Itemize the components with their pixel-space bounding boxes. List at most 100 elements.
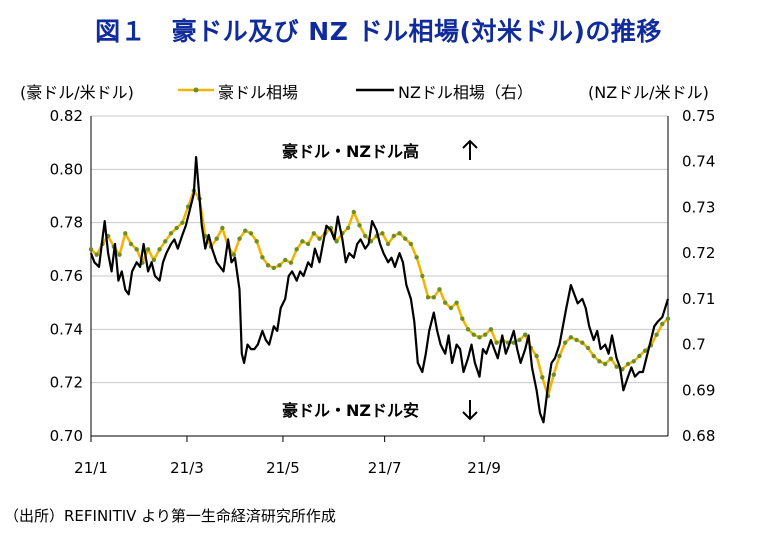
aud-data-point <box>557 353 562 359</box>
aud-data-point <box>454 300 459 305</box>
right-tick-label: 0.69 <box>682 381 715 399</box>
aud-data-point <box>568 335 574 340</box>
right-axis-unit: (NZドル/米ドル) <box>588 83 709 102</box>
annotation-high: 豪ドル・NZドル高 <box>282 142 419 161</box>
aud-data-point <box>471 332 476 337</box>
aud-data-point <box>237 236 242 241</box>
left-tick-label: 0.72 <box>50 374 83 392</box>
aud-data-point <box>157 247 162 252</box>
aud-data-point <box>631 359 636 364</box>
aud-data-point <box>597 359 602 364</box>
aud-data-point <box>608 356 614 361</box>
aud-data-point <box>448 305 454 311</box>
aud-data-point <box>151 257 157 263</box>
aud-data-point <box>642 348 648 353</box>
aud-data-point <box>517 337 522 343</box>
aud-data-point <box>174 225 179 231</box>
aud-data-point <box>300 239 305 244</box>
left-tick-label: 0.82 <box>50 107 83 125</box>
aud-data-point <box>425 295 431 300</box>
aud-data-point <box>574 337 579 343</box>
aud-data-point <box>551 372 556 377</box>
aud-data-point <box>277 263 282 268</box>
legend-aud-label: 豪ドル相場 <box>218 83 299 102</box>
aud-data-point <box>591 353 596 359</box>
aud-data-point <box>317 236 322 241</box>
aud-data-point <box>231 252 237 257</box>
aud-data-point <box>260 255 265 260</box>
aud-data-point <box>391 233 396 239</box>
right-tick-label: 0.74 <box>682 153 715 171</box>
right-tick-label: 0.71 <box>682 290 715 308</box>
left-tick-label: 0.74 <box>50 320 83 338</box>
aud-data-point <box>334 239 339 244</box>
annotation-low: 豪ドル・NZドル安 <box>282 401 419 420</box>
aud-data-point <box>442 300 448 305</box>
arrow-up-icon <box>462 139 478 160</box>
aud-data-point <box>351 209 356 215</box>
aud-data-point <box>614 364 619 369</box>
aud-data-point <box>534 353 539 359</box>
aud-data-point <box>494 340 499 345</box>
left-axis-unit: (豪ドル/米ドル) <box>20 83 134 102</box>
right-tick-label: 0.75 <box>682 107 715 125</box>
aud-data-point <box>145 247 151 252</box>
aud-data-point <box>385 241 391 247</box>
aud-data-point <box>602 361 608 367</box>
aud-data-point <box>540 375 545 380</box>
aud-data-point <box>168 231 174 236</box>
left-tick-label: 0.76 <box>50 267 83 285</box>
aud-data-point <box>408 241 414 247</box>
aud-data-point <box>363 233 368 239</box>
aud-data-point <box>585 345 591 351</box>
aud-data-point <box>305 241 311 247</box>
aud-data-point <box>460 316 465 321</box>
aud-data-point <box>580 340 585 345</box>
aud-data-point <box>283 257 288 263</box>
aud-data-point <box>465 327 471 332</box>
aud-data-point <box>477 335 482 340</box>
aud-data-point <box>294 247 299 252</box>
aud-data-point <box>488 327 494 332</box>
aud-data-point <box>380 231 385 236</box>
nzd-series-line <box>89 156 670 424</box>
right-tick-label: 0.73 <box>682 198 715 216</box>
source-note: （出所）REFINITIV より第一生命経済研究所作成 <box>4 507 336 525</box>
x-tick-label: 21/7 <box>368 459 402 477</box>
aud-data-point <box>345 225 351 231</box>
aud-data-point <box>94 252 99 257</box>
legend-aud-marker <box>193 87 199 93</box>
aud-data-point <box>265 263 271 268</box>
aud-data-point <box>123 231 128 236</box>
aud-data-point <box>311 231 317 236</box>
aud-data-point <box>431 295 436 300</box>
aud-data-point <box>637 353 642 359</box>
aud-data-point <box>420 273 425 279</box>
arrow-down-icon <box>462 400 478 421</box>
right-tick-label: 0.68 <box>682 427 715 445</box>
aud-data-point <box>134 247 139 252</box>
aud-data-point <box>254 239 259 244</box>
aud-data-point <box>248 231 254 236</box>
left-tick-label: 0.78 <box>50 214 83 232</box>
right-tick-label: 0.72 <box>682 244 715 262</box>
aud-data-point <box>243 228 248 233</box>
aud-data-point <box>163 239 168 244</box>
aud-data-point <box>180 220 185 225</box>
aud-data-point <box>482 332 488 337</box>
aud-data-point <box>625 361 631 367</box>
left-tick-label: 0.80 <box>50 160 83 178</box>
aud-data-point <box>562 340 568 345</box>
aud-data-point <box>654 332 659 337</box>
aud-series-line <box>90 189 669 398</box>
aud-data-point <box>397 231 402 236</box>
aud-data-point <box>128 241 134 247</box>
x-tick-label: 21/5 <box>266 459 300 477</box>
aud-data-point <box>288 260 294 265</box>
line-chart: 0.70 0.72 0.74 0.76 0.78 0.80 0.82 0.68 0.69 0.7 0… <box>50 87 715 477</box>
x-tick-label: 21/3 <box>170 459 204 477</box>
aud-data-point <box>403 236 408 241</box>
aud-data-point <box>88 247 94 252</box>
legend-nzd-label: NZドル相場（右） <box>398 83 533 102</box>
aud-data-point <box>357 223 362 228</box>
